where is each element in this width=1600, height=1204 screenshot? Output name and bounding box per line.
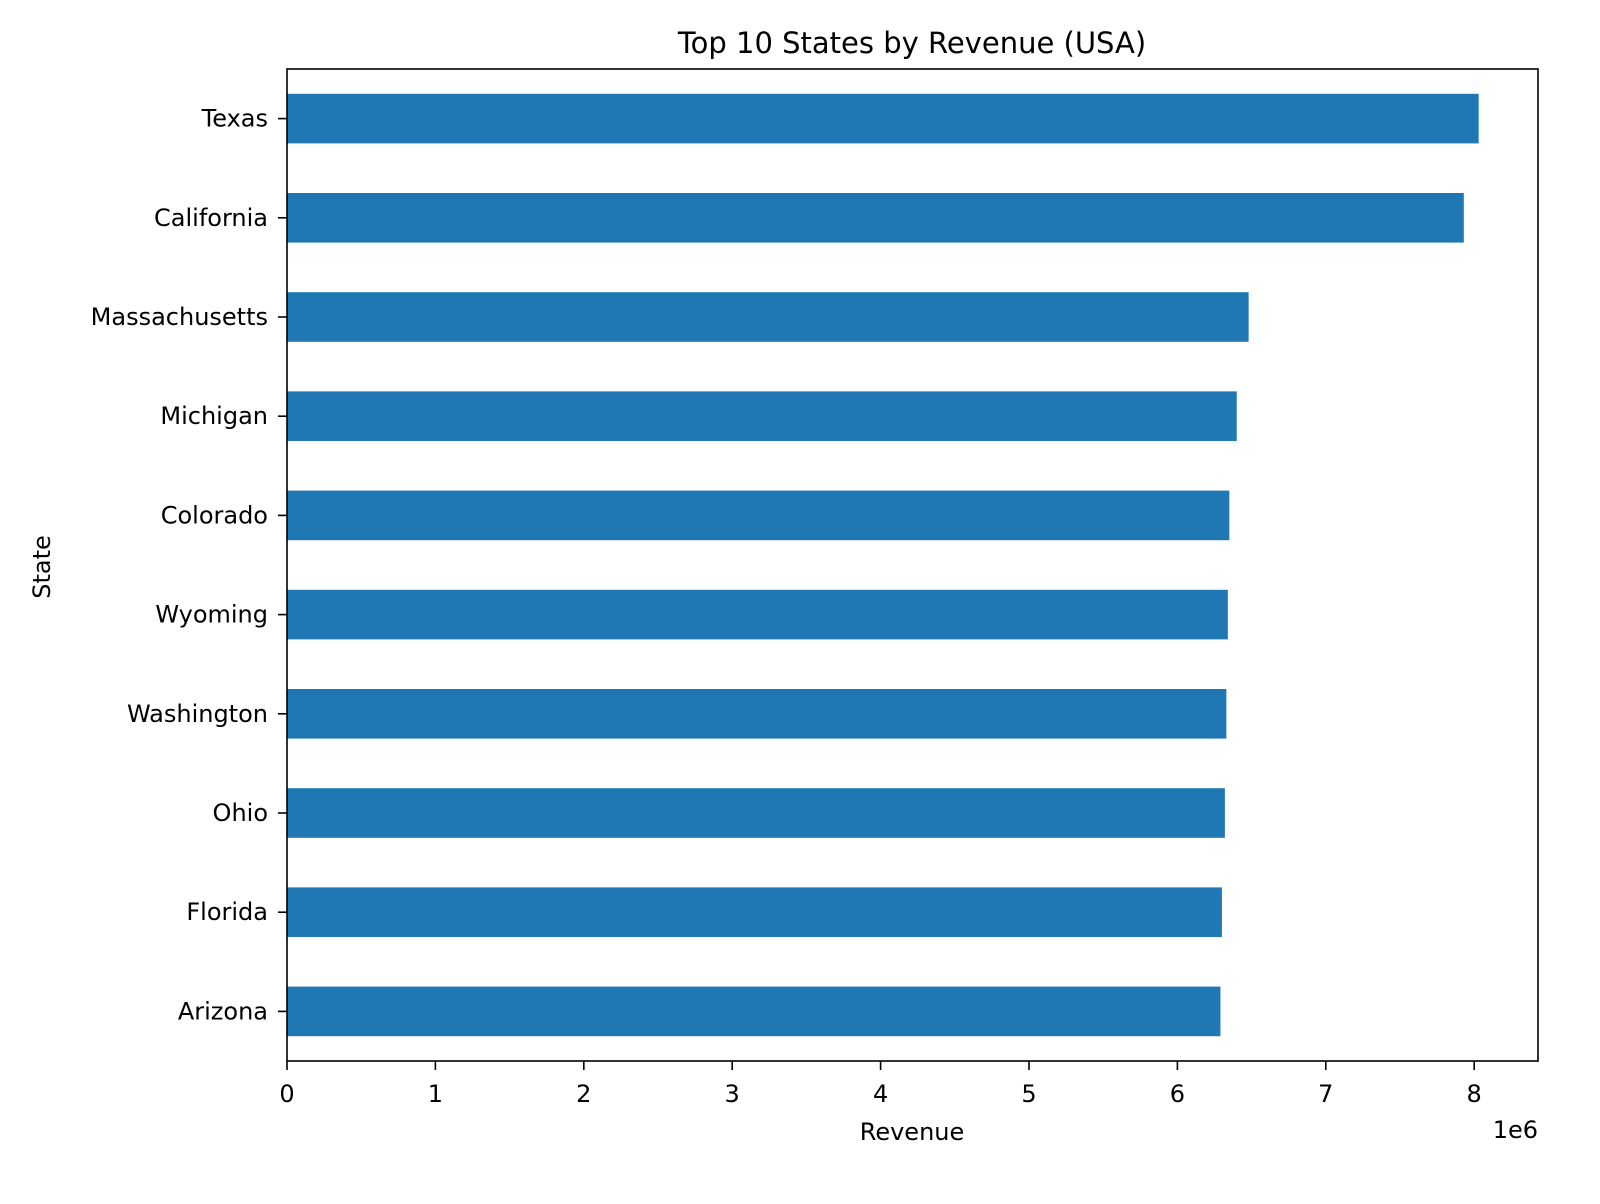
bars-group [287,93,1479,1037]
y-tick-label: Wyoming [155,601,268,629]
x-tick-label: 4 [873,1080,888,1108]
bar-florida [287,887,1222,937]
y-axis-label: State [28,535,56,599]
y-tick-label: California [154,204,268,232]
y-tick-label: Colorado [161,501,268,529]
x-tick-label: 1 [428,1080,443,1108]
y-tick-label: Washington [127,700,268,728]
y-tick-label: Florida [186,898,268,926]
x-tick-label: 3 [725,1080,740,1108]
bar-massachusetts [287,292,1249,342]
x-tick-label: 6 [1170,1080,1185,1108]
x-tick-label: 0 [279,1080,294,1108]
bar-ohio [287,788,1225,838]
bar-wyoming [287,589,1228,640]
x-axis-label: Revenue [860,1118,965,1146]
bar-california [287,193,1464,243]
y-tick-label: Michigan [160,402,268,430]
bar-texas [287,93,1479,144]
x-tick-label: 8 [1467,1080,1482,1108]
bar-washington [287,689,1227,739]
chart-title: Top 10 States by Revenue (USA) [677,26,1146,60]
y-axis: Texas California Massachusetts Michigan Colo… [91,105,287,1025]
x-tick-label: 5 [1021,1080,1036,1108]
y-tick-label: Massachusetts [91,303,268,331]
bar-colorado [287,490,1230,541]
bar-michigan [287,391,1237,441]
plot-frame [286,68,1539,1062]
x-tick-label: 7 [1318,1080,1333,1108]
y-tick-label: Arizona [178,997,268,1025]
y-tick-label: Texas [201,105,268,133]
x-axis-multiplier: 1e6 [1493,1116,1538,1144]
bar-arizona [287,986,1221,1037]
x-tick-label: 2 [576,1080,591,1108]
x-axis: 0 1 2 3 4 5 6 7 8 [279,1061,1482,1108]
y-tick-label: Ohio [213,799,268,827]
